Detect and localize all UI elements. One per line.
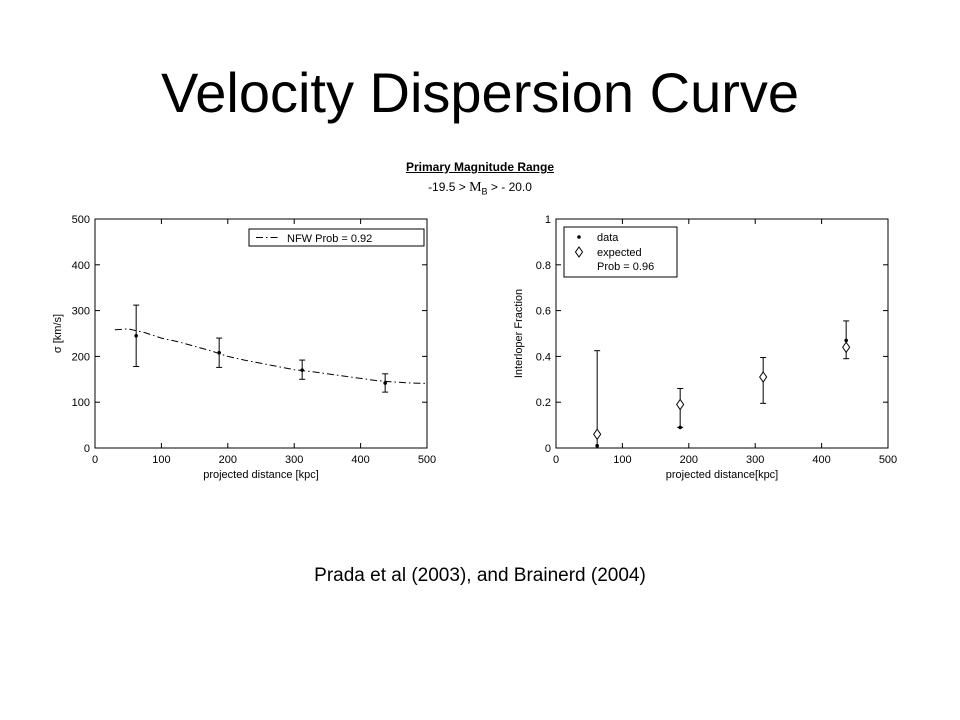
x-tick-label: 300 bbox=[285, 454, 303, 466]
x-tick-label: 100 bbox=[152, 454, 170, 466]
figure-subtitle: -19.5 > MB > - 20.0 bbox=[0, 179, 960, 199]
subtitle-subscript: B bbox=[481, 186, 488, 197]
subtitle-right: > - 20.0 bbox=[487, 180, 532, 194]
y-tick-label: 400 bbox=[72, 260, 90, 272]
legend-label-expected: expected bbox=[597, 247, 642, 259]
nfw-fit-line bbox=[114, 328, 428, 384]
slide-caption: Prada et al (2003), and Brainerd (2004) bbox=[314, 565, 646, 586]
expected-diamond bbox=[759, 371, 768, 383]
expected-diamond bbox=[842, 341, 851, 354]
data-point bbox=[844, 338, 848, 343]
y-tick-label: 0 bbox=[545, 443, 551, 455]
x-axis-label: projected distance [kpc] bbox=[203, 469, 319, 481]
x-tick-label: 400 bbox=[351, 454, 369, 466]
figure-header: Primary Magnitude Range -19.5 > MB > - 2… bbox=[0, 160, 960, 199]
expected-diamond bbox=[676, 398, 685, 411]
x-axis-label: projected distance[kpc] bbox=[666, 469, 779, 481]
y-tick-label: 200 bbox=[72, 351, 90, 363]
x-tick-label: 0 bbox=[92, 454, 98, 466]
y-tick-label: 1 bbox=[545, 214, 551, 226]
data-point bbox=[678, 425, 682, 430]
y-tick-label: 0.4 bbox=[536, 351, 551, 363]
plot-frame bbox=[94, 218, 428, 449]
legend-data-swatch bbox=[577, 235, 581, 239]
subtitle-left: -19.5 > bbox=[428, 180, 470, 194]
x-tick-label: 100 bbox=[613, 454, 631, 466]
y-tick-label: 0.2 bbox=[536, 397, 551, 409]
x-tick-label: 200 bbox=[680, 454, 698, 466]
figure-title: Primary Magnitude Range bbox=[405, 160, 555, 174]
x-tick-label: 300 bbox=[746, 454, 764, 466]
data-point bbox=[134, 333, 138, 338]
data-point bbox=[595, 443, 599, 448]
x-tick-label: 500 bbox=[418, 454, 436, 466]
legend-label-prob: Prob = 0.96 bbox=[597, 261, 654, 273]
x-tick-label: 400 bbox=[812, 454, 830, 466]
y-tick-label: 500 bbox=[72, 214, 90, 226]
legend-expected-swatch bbox=[574, 246, 584, 258]
y-tick-label: 0 bbox=[84, 443, 90, 455]
y-axis-label: σ [km/s] bbox=[52, 314, 64, 353]
y-tick-label: 0.6 bbox=[536, 306, 551, 318]
y-tick-label: 0.8 bbox=[536, 260, 551, 272]
x-tick-label: 0 bbox=[553, 454, 559, 466]
data-point bbox=[383, 381, 387, 385]
legend-label: NFW Prob = 0.92 bbox=[287, 233, 372, 245]
x-tick-label: 500 bbox=[879, 454, 897, 466]
y-tick-label: 300 bbox=[72, 306, 90, 318]
y-tick-label: 100 bbox=[72, 397, 90, 409]
legend-box bbox=[248, 228, 425, 247]
expected-diamond bbox=[593, 428, 602, 441]
subtitle-symbol: M bbox=[469, 180, 482, 195]
legend-label-data: data bbox=[597, 232, 619, 244]
x-tick-label: 200 bbox=[219, 454, 237, 466]
slide-title: Velocity Dispersion Curve bbox=[160, 61, 800, 124]
y-axis-label: Interloper Fraction bbox=[513, 289, 525, 378]
